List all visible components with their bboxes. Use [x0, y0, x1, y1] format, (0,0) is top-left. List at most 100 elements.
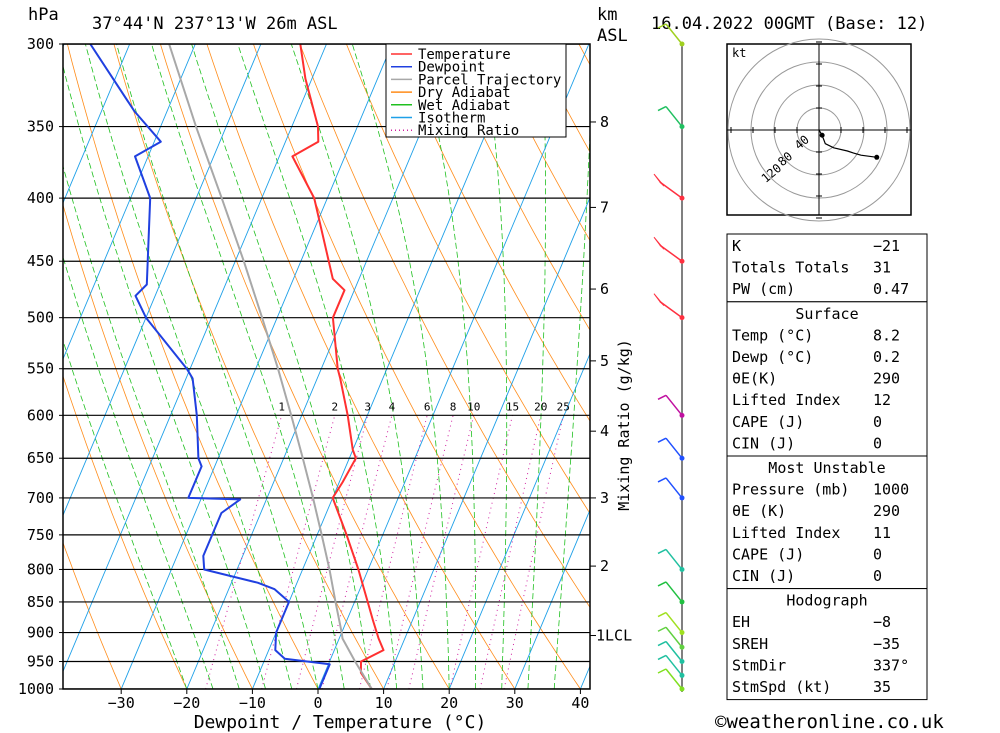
hodo-box-frame	[726, 588, 928, 701]
wind-barb-point	[679, 630, 685, 636]
mixing-ratio-line	[386, 415, 454, 689]
mixing-ratio-line	[205, 415, 283, 689]
asl-label: ASL	[597, 26, 628, 46]
pressure-tick-label: 350	[27, 118, 54, 136]
pressure-tick-label: 900	[27, 624, 54, 642]
info-row-label: Totals Totals	[732, 259, 849, 277]
unstable-box-title: Most Unstable	[768, 459, 885, 477]
info-row-value: 0	[873, 567, 882, 585]
wind-barb-staff	[665, 581, 683, 603]
wind-barb-flag	[653, 173, 665, 187]
info-row-label: Temp (°C)	[732, 326, 813, 344]
height-tick-label: 7	[600, 198, 609, 216]
wind-barb-feather	[657, 437, 667, 443]
pressure-tick-label: 450	[27, 252, 54, 270]
isotherm-line	[514, 508, 590, 689]
hodograph-end-point	[874, 154, 880, 160]
wind-barb-point	[679, 455, 685, 461]
mixing-ratio-label: 25	[557, 400, 570, 413]
wind-barb-feather	[657, 394, 667, 401]
isotherm-line	[63, 44, 131, 204]
dry-adiabat-line	[485, 44, 590, 242]
isotherm-line	[120, 44, 393, 689]
wind-barb-feather	[657, 611, 667, 618]
wind-barb-staff	[659, 244, 683, 262]
wind-barb-staff	[665, 654, 683, 676]
temperature-tick-label: −10	[239, 694, 266, 712]
hodograph-unit-label: kt	[732, 46, 746, 60]
info-row-value: 0	[873, 413, 882, 431]
mixing-ratio-labels: 1 2 3 4 6 8 10 15 20 25	[278, 400, 570, 413]
wind-barb-feather	[657, 626, 667, 632]
dry-adiabat-line	[439, 44, 590, 331]
mixing-ratio-label: 3	[364, 400, 371, 413]
info-row-value: 0	[873, 434, 882, 452]
wind-barb-point	[679, 672, 685, 678]
legend-label: Mixing Ratio	[418, 123, 519, 139]
wind-barb-point	[679, 124, 685, 130]
wind-barb-point	[679, 412, 685, 418]
info-row-value: 337°	[873, 656, 909, 674]
legend-label: Isotherm	[418, 111, 485, 127]
info-row-label: PW (cm)	[732, 280, 795, 298]
temperature-tick-label: 10	[375, 694, 393, 712]
wet-adiabat-line	[482, 44, 508, 689]
wind-barb-staff	[665, 437, 683, 459]
mixing-ratio-line	[261, 415, 336, 689]
wind-barb-point	[679, 258, 685, 264]
temperature-line	[291, 44, 385, 689]
isotherm-line	[448, 352, 590, 689]
pressure-tick-label: 550	[27, 360, 54, 378]
info-row-value: 35	[873, 678, 891, 696]
info-row-label: StmDir	[732, 656, 786, 674]
temperature-tick-label: 40	[571, 694, 589, 712]
pressure-tick-label: 950	[27, 653, 54, 671]
info-row-value: 12	[873, 391, 891, 409]
info-row-label: CIN (J)	[732, 434, 795, 452]
wind-barb-point	[679, 644, 685, 650]
height-tick-label: 6	[600, 280, 609, 298]
mixing-ratio-label: 6	[424, 400, 431, 413]
height-tick-label: 1LCL	[596, 627, 632, 645]
wind-barb-staff	[665, 641, 683, 662]
pressure-tick-label: 1000	[18, 680, 54, 698]
isotherm-line	[63, 44, 262, 517]
info-row-value: 31	[873, 259, 891, 277]
wind-barb-point	[679, 686, 685, 692]
mixing-ratio-label: 8	[450, 400, 457, 413]
info-row-label: SREH	[732, 635, 768, 653]
wind-barb-point	[679, 599, 685, 605]
pressure-tick-label: 500	[27, 309, 54, 327]
temperature-tick-label: −20	[173, 694, 200, 712]
info-row-value: 0.2	[873, 348, 900, 366]
wind-barb-feather	[657, 668, 667, 674]
wind-barb-point	[679, 195, 685, 201]
dry-adiabat-line	[392, 44, 590, 422]
dry-adiabat-line	[206, 44, 516, 689]
wind-barbs	[653, 23, 685, 692]
legend-label: Parcel Trajectory	[418, 72, 561, 88]
mixing-ratio-label: 20	[534, 400, 547, 413]
wind-barb-staff	[665, 477, 683, 499]
wet-adiabat-line	[527, 44, 546, 689]
wind-barb-flag	[653, 236, 665, 250]
wind-barb-feather	[657, 23, 667, 29]
legend-label: Dewpoint	[418, 60, 485, 76]
wind-barb-staff	[665, 106, 683, 128]
wind-barb-point	[679, 315, 685, 321]
info-row-label: StmSpd (kt)	[732, 678, 831, 696]
background-lines	[63, 44, 590, 689]
wind-barb-feather	[657, 548, 667, 555]
wet-adiabat-line	[290, 44, 424, 689]
temperature-tick-label: 30	[506, 694, 524, 712]
dewpoint-line	[89, 44, 331, 689]
mixing-ratio-label: 1	[278, 400, 285, 413]
pressure-tick-label: 600	[27, 406, 54, 424]
isotherm-line	[317, 44, 590, 689]
surface-box-title: Surface	[795, 305, 858, 323]
height-tick-label: 8	[600, 113, 609, 131]
wind-barb-feather	[657, 105, 667, 112]
height-tick-label: 4	[600, 422, 609, 440]
